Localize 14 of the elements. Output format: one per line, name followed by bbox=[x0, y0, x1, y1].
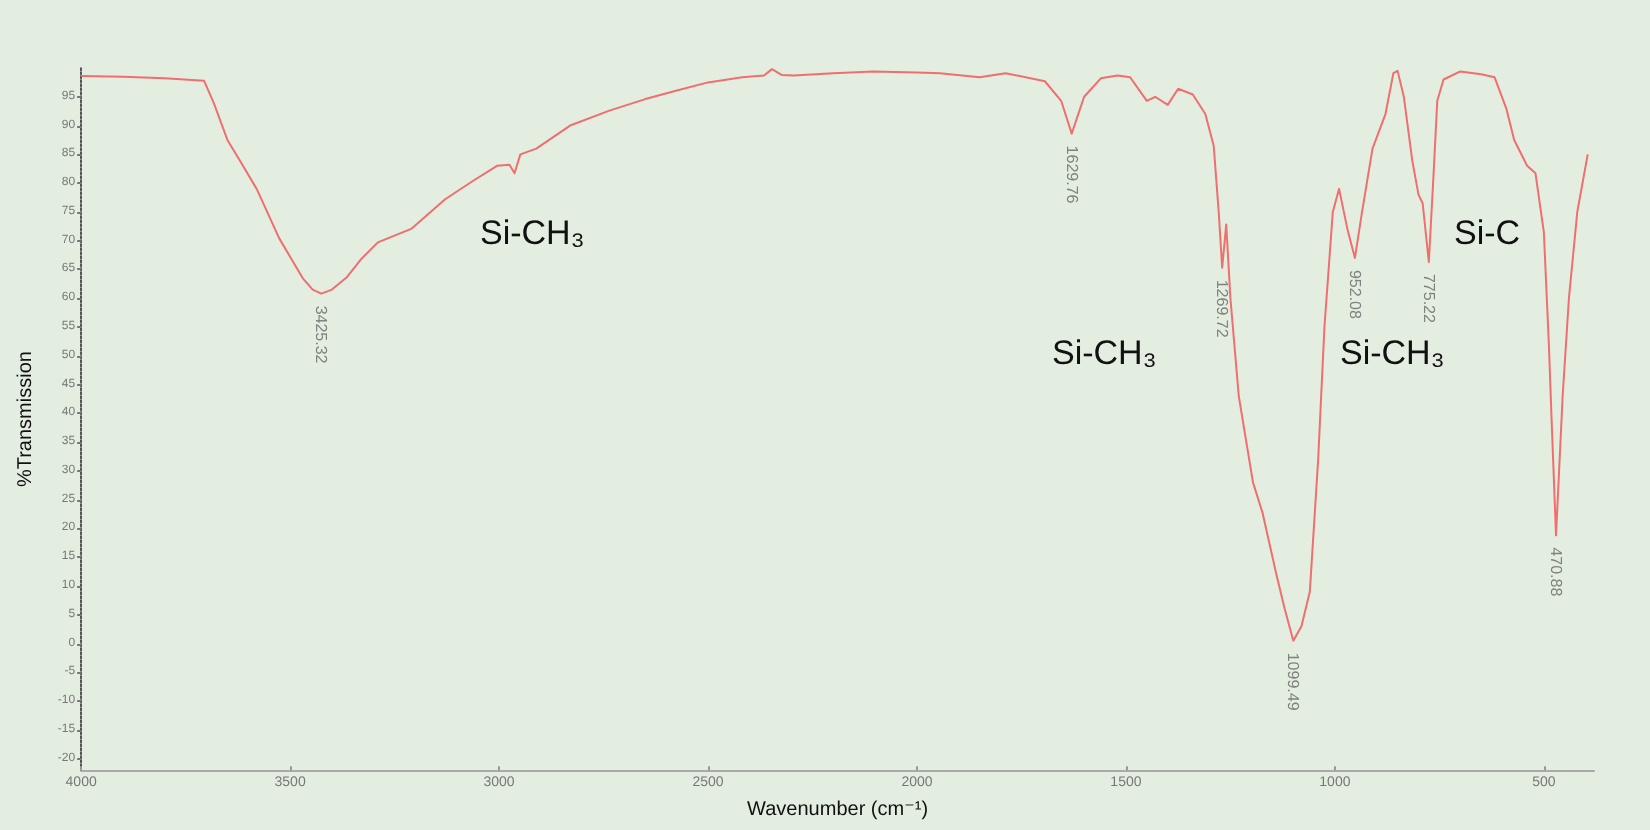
annotation: 775.22 bbox=[1419, 273, 1438, 325]
annotation: 1629.76 bbox=[1062, 145, 1081, 205]
annotation: 952.08 bbox=[1345, 269, 1364, 320]
annotation: 3425.32 bbox=[312, 305, 331, 365]
annotation: Si-CH₃ bbox=[1340, 334, 1445, 372]
annotation: Si-CH₃ bbox=[1052, 334, 1157, 372]
annotation: 1269.72 bbox=[1213, 279, 1232, 339]
x-axis-title: Wavenumber (cm⁻¹) bbox=[747, 799, 929, 821]
annotation: 1099.49 bbox=[1284, 652, 1303, 712]
line-series bbox=[80, 68, 1589, 642]
annotation: Si-C bbox=[1454, 214, 1521, 252]
annotation: 470.88 bbox=[1547, 547, 1566, 598]
annotation: Si-CH₃ bbox=[480, 214, 585, 252]
y-axis-title: %Transmission bbox=[15, 351, 37, 488]
